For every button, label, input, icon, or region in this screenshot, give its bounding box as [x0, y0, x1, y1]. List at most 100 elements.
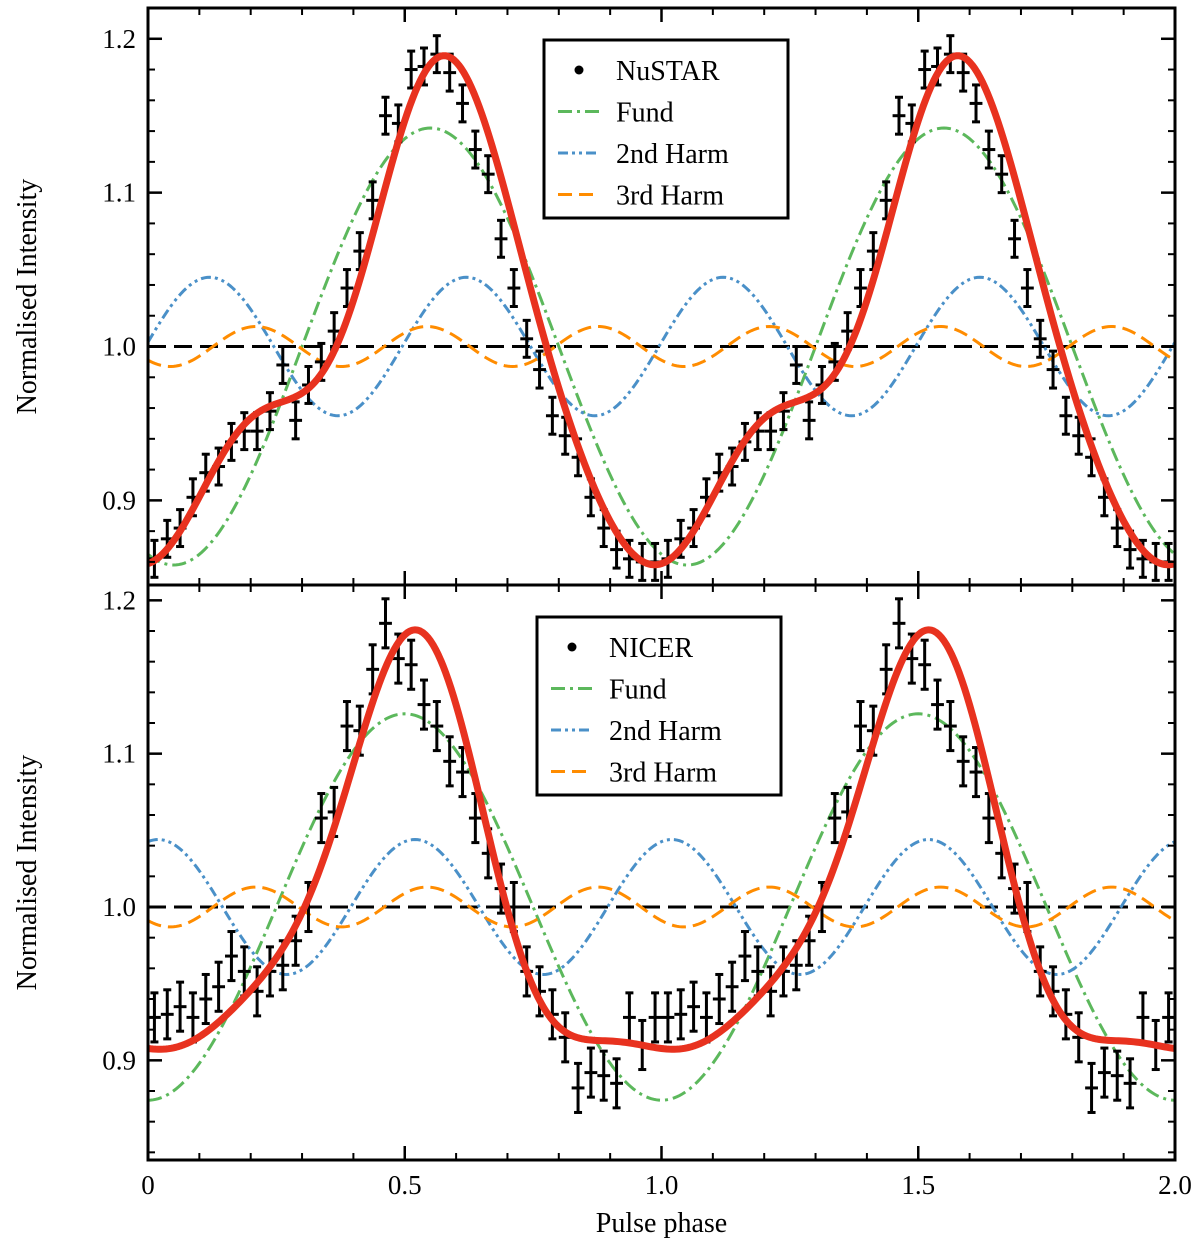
data-point [173, 980, 187, 1033]
legend-label: 3rd Harm [609, 758, 717, 789]
data-point [1020, 268, 1034, 309]
data-point [520, 318, 534, 359]
data-point [854, 700, 867, 753]
legend-label: 3rd Harm [616, 181, 724, 212]
series-second_harmonic [148, 838, 1175, 976]
data-point [379, 95, 392, 136]
x-tick-label: 0.5 [388, 1170, 422, 1200]
data-point [584, 1046, 598, 1099]
data-point [430, 700, 444, 753]
data-point [545, 988, 559, 1041]
x-tick-label: 1.0 [645, 1170, 679, 1200]
data-point [802, 400, 816, 441]
data-point [622, 991, 636, 1044]
data-point [494, 218, 508, 259]
data-point [687, 980, 701, 1033]
data-point [289, 400, 303, 441]
data-point [314, 792, 328, 845]
data-point [892, 95, 906, 136]
legend-label: 2nd Harm [609, 716, 722, 747]
legend-label: NuSTAR [616, 56, 720, 87]
data-point [545, 395, 559, 436]
data-point [892, 597, 906, 650]
data-point [1085, 1061, 1098, 1114]
data-point [1110, 1049, 1124, 1102]
data-point [443, 735, 457, 788]
data-point [956, 735, 970, 788]
data-point [404, 638, 418, 691]
data-point [995, 154, 1009, 195]
data-point [468, 129, 482, 170]
legend: NuSTAR Fund 2nd Harm 3rd Harm [542, 38, 790, 220]
data-point [160, 988, 174, 1041]
data-point [1136, 991, 1150, 1044]
panel-bottom: 0.9 1.0 1.1 1.2 0 0.5 1.0 1.5 2.0 Normalised Inte… [12, 583, 1192, 1239]
series-total-model [148, 52, 1175, 569]
legend-frame [535, 615, 783, 797]
data-point [789, 345, 803, 385]
data-point [571, 1061, 585, 1114]
data-point [1123, 1057, 1137, 1110]
y-axis-title: Normalised Intensity [12, 179, 43, 415]
data-point [379, 597, 392, 650]
data-point [738, 930, 752, 983]
series-fundamental [148, 712, 1175, 1102]
data-point [1033, 318, 1047, 359]
panel-top: 0.9 1.0 1.1 1.2 Normalised Intensity NuSTAR Fu… [12, 6, 1177, 587]
series-total-model [148, 626, 1175, 1053]
series-third_harmonic [148, 885, 1175, 929]
data-point [481, 154, 495, 195]
y-axis-title: Normalised Intensity [12, 755, 43, 991]
data-point [712, 972, 726, 1026]
data-point [610, 1057, 623, 1110]
data-point [982, 129, 996, 170]
y-tick-label: 0.9 [102, 485, 136, 515]
legend: NICER Fund 2nd Harm 3rd Harm [535, 615, 783, 797]
y-tick-label: 0.9 [102, 1045, 136, 1075]
plot-area [148, 597, 1175, 1114]
x-tick-label: 0 [141, 1170, 155, 1200]
data-point [918, 638, 932, 691]
x-tick-label: 2.0 [1158, 1170, 1192, 1200]
data-point [533, 349, 546, 390]
legend-label: 2nd Harm [616, 139, 729, 170]
series-second_harmonic [148, 275, 1175, 418]
data-point [725, 960, 739, 1013]
data-point [533, 965, 546, 1018]
y-tick-label: 1.0 [102, 332, 136, 362]
data-point [225, 930, 238, 983]
data-point [828, 792, 842, 845]
data-point [199, 972, 213, 1026]
y-tick-label: 1.2 [102, 24, 136, 54]
data-point [1097, 1046, 1111, 1099]
legend-label: Fund [616, 98, 674, 129]
data-point [674, 988, 688, 1041]
data-point [969, 83, 983, 124]
y-tick-label: 1.1 [102, 178, 136, 208]
data-point [931, 678, 944, 731]
x-tick-label: 1.5 [901, 1170, 935, 1200]
data-point [340, 700, 354, 753]
data-point [943, 700, 957, 753]
data-point [366, 180, 380, 221]
series-fundamental [148, 126, 1175, 567]
data-point [456, 83, 469, 124]
data-point [1008, 218, 1021, 259]
legend-frame [542, 38, 790, 220]
data-point [417, 678, 431, 731]
data-point [507, 268, 521, 309]
data-point [597, 1049, 611, 1102]
data-point [1162, 991, 1175, 1044]
legend-label: NICER [609, 633, 693, 664]
y-tick-label: 1.1 [102, 739, 136, 769]
data-point [456, 746, 469, 799]
data-point [148, 991, 161, 1044]
x-axis-title: Pulse phase [596, 1208, 727, 1239]
data-point [1046, 349, 1060, 390]
legend-label: Fund [609, 675, 667, 706]
legend-marker [574, 65, 584, 75]
data-point [661, 991, 675, 1044]
plot-area [148, 34, 1175, 582]
